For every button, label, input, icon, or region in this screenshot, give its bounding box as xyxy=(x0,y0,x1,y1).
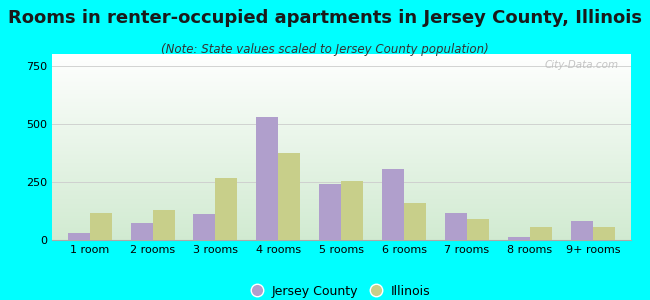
Legend: Jersey County, Illinois: Jersey County, Illinois xyxy=(247,280,436,300)
Bar xyxy=(593,227,615,240)
Bar xyxy=(319,184,341,240)
Text: (Note: State values scaled to Jersey County population): (Note: State values scaled to Jersey Cou… xyxy=(161,44,489,56)
Bar xyxy=(530,227,552,240)
Bar xyxy=(278,153,300,240)
Bar xyxy=(90,213,112,240)
Bar xyxy=(382,169,404,240)
Bar xyxy=(68,233,90,240)
Bar xyxy=(216,178,237,240)
Bar xyxy=(131,223,153,240)
Bar xyxy=(194,214,216,240)
Bar xyxy=(571,221,593,240)
Bar xyxy=(508,236,530,240)
Bar xyxy=(467,219,489,240)
Bar xyxy=(404,203,426,240)
Bar xyxy=(445,213,467,240)
Bar xyxy=(153,210,175,240)
Bar xyxy=(341,181,363,240)
Bar xyxy=(256,117,278,240)
Text: Rooms in renter-occupied apartments in Jersey County, Illinois: Rooms in renter-occupied apartments in J… xyxy=(8,9,642,27)
Text: City-Data.com: City-Data.com xyxy=(545,60,619,70)
